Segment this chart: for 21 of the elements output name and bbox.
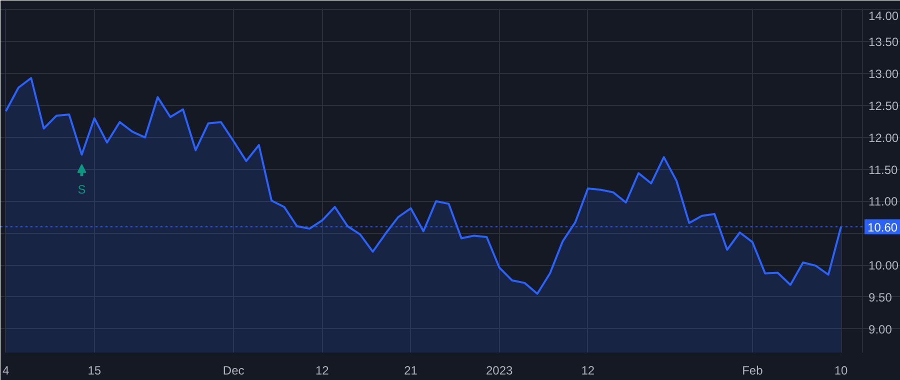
x-tick-label: 4: [2, 364, 10, 378]
x-tick-label: 15: [88, 364, 102, 378]
x-tick-label: 12: [316, 364, 330, 378]
x-tick-label: 12: [581, 364, 595, 378]
y-tick-label: 12.00: [868, 130, 899, 145]
x-tick-label: Feb: [742, 364, 764, 378]
x-tick-label: 2023: [486, 364, 514, 378]
y-tick-label: 12.50: [868, 99, 899, 114]
y-tick-label: 13.50: [868, 35, 899, 50]
y-tick-label: 13.00: [868, 67, 899, 82]
x-tick-label: 10: [834, 364, 848, 378]
y-tick-label: 9.00: [868, 322, 892, 336]
y-tick-label: 11.50: [868, 162, 898, 177]
y-tick-label: 14.00: [868, 8, 899, 23]
x-tick-label: 21: [404, 364, 418, 378]
annotation: S: [78, 182, 86, 197]
x-tick-label: Dec: [222, 364, 244, 378]
ref-line-label: 10.60: [868, 220, 898, 234]
y-tick-label: 9.50: [868, 290, 892, 304]
y-tick-label: 11.00: [868, 194, 898, 209]
y-tick-label: 10.00: [868, 258, 899, 273]
